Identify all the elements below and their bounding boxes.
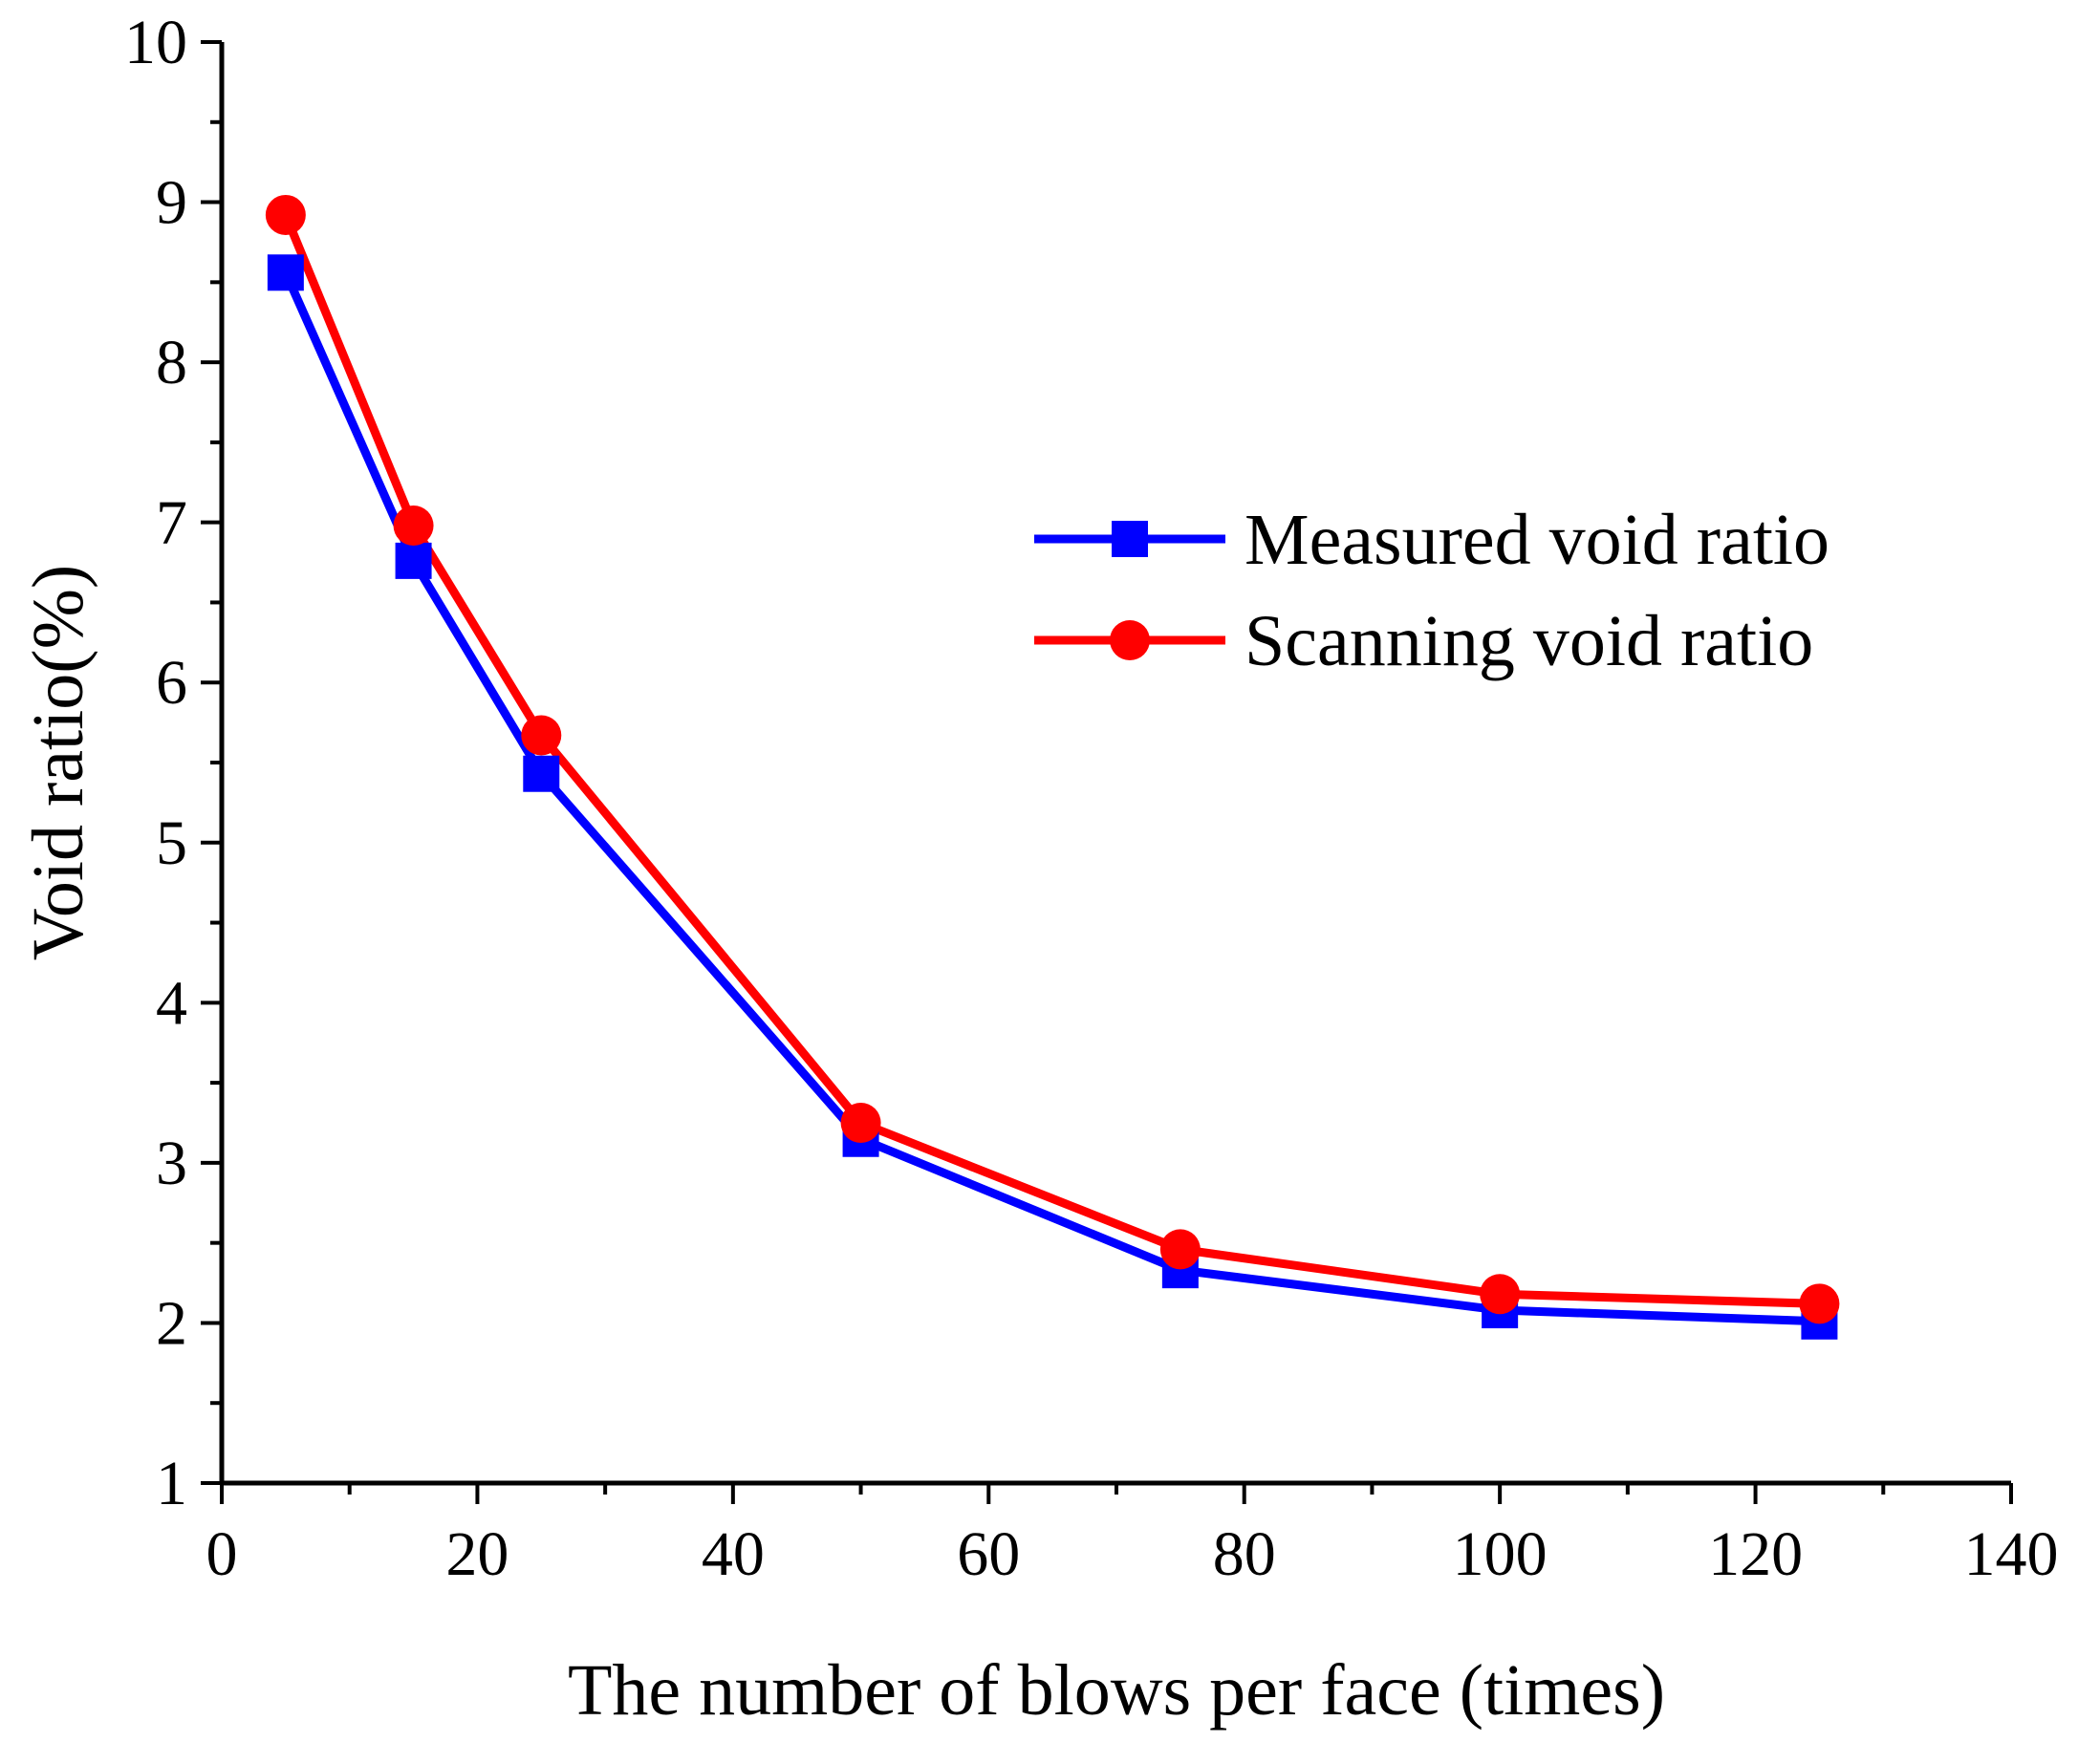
series-lines (281, 213, 1820, 1326)
data-point-scanning (265, 194, 306, 235)
y-axis-title: Void ratio(%) (18, 565, 98, 960)
data-point-scanning (393, 506, 434, 547)
y-tick-label: 4 (156, 968, 187, 1038)
x-tick-label: 40 (702, 1519, 765, 1589)
x-axis-title: The number of blows per face (times) (568, 1650, 1665, 1731)
data-point-scanning (521, 715, 562, 756)
data-point-scanning (1799, 1283, 1840, 1324)
y-tick-label: 9 (156, 168, 187, 238)
x-tick-label: 140 (1964, 1519, 2059, 1589)
y-tick-label: 8 (156, 328, 187, 398)
y-tick-label: 3 (156, 1129, 187, 1198)
y-tick-label: 7 (156, 488, 187, 558)
data-point-scanning (1159, 1229, 1201, 1270)
x-tick-label: 60 (957, 1519, 1020, 1589)
y-tick-label: 10 (124, 8, 187, 77)
legend-label-scanning: Scanning void ratio (1245, 601, 1813, 681)
data-point-measured (395, 542, 432, 579)
x-tick-label: 80 (1213, 1519, 1276, 1589)
y-tick-label: 6 (156, 648, 187, 718)
data-point-measured (523, 755, 560, 792)
series-line-measured (281, 270, 1820, 1326)
y-tick-label: 1 (156, 1449, 187, 1518)
legend-label-measured: Measured void ratio (1245, 500, 1829, 580)
x-tick-label: 20 (445, 1519, 509, 1589)
axes: 0 20 40 60 80 100 120 140 1 2 3 4 5 6 7 8 9 10 (124, 8, 2059, 1589)
x-tick-label: 0 (206, 1519, 238, 1589)
x-tick-label: 120 (1708, 1519, 1803, 1589)
data-point-scanning (1480, 1274, 1521, 1315)
legend: Measured void ratio Scanning void ratio (1034, 500, 1829, 681)
series-markers (265, 194, 1840, 1340)
legend-marker-scanning (1110, 620, 1150, 660)
y-tick-label: 2 (156, 1288, 187, 1358)
data-point-measured (267, 254, 304, 291)
y-tick-label: 5 (156, 808, 187, 878)
legend-marker-measured (1112, 521, 1148, 557)
data-point-scanning (840, 1103, 881, 1143)
series-line-scanning (281, 213, 1820, 1308)
x-tick-label: 100 (1453, 1519, 1548, 1589)
